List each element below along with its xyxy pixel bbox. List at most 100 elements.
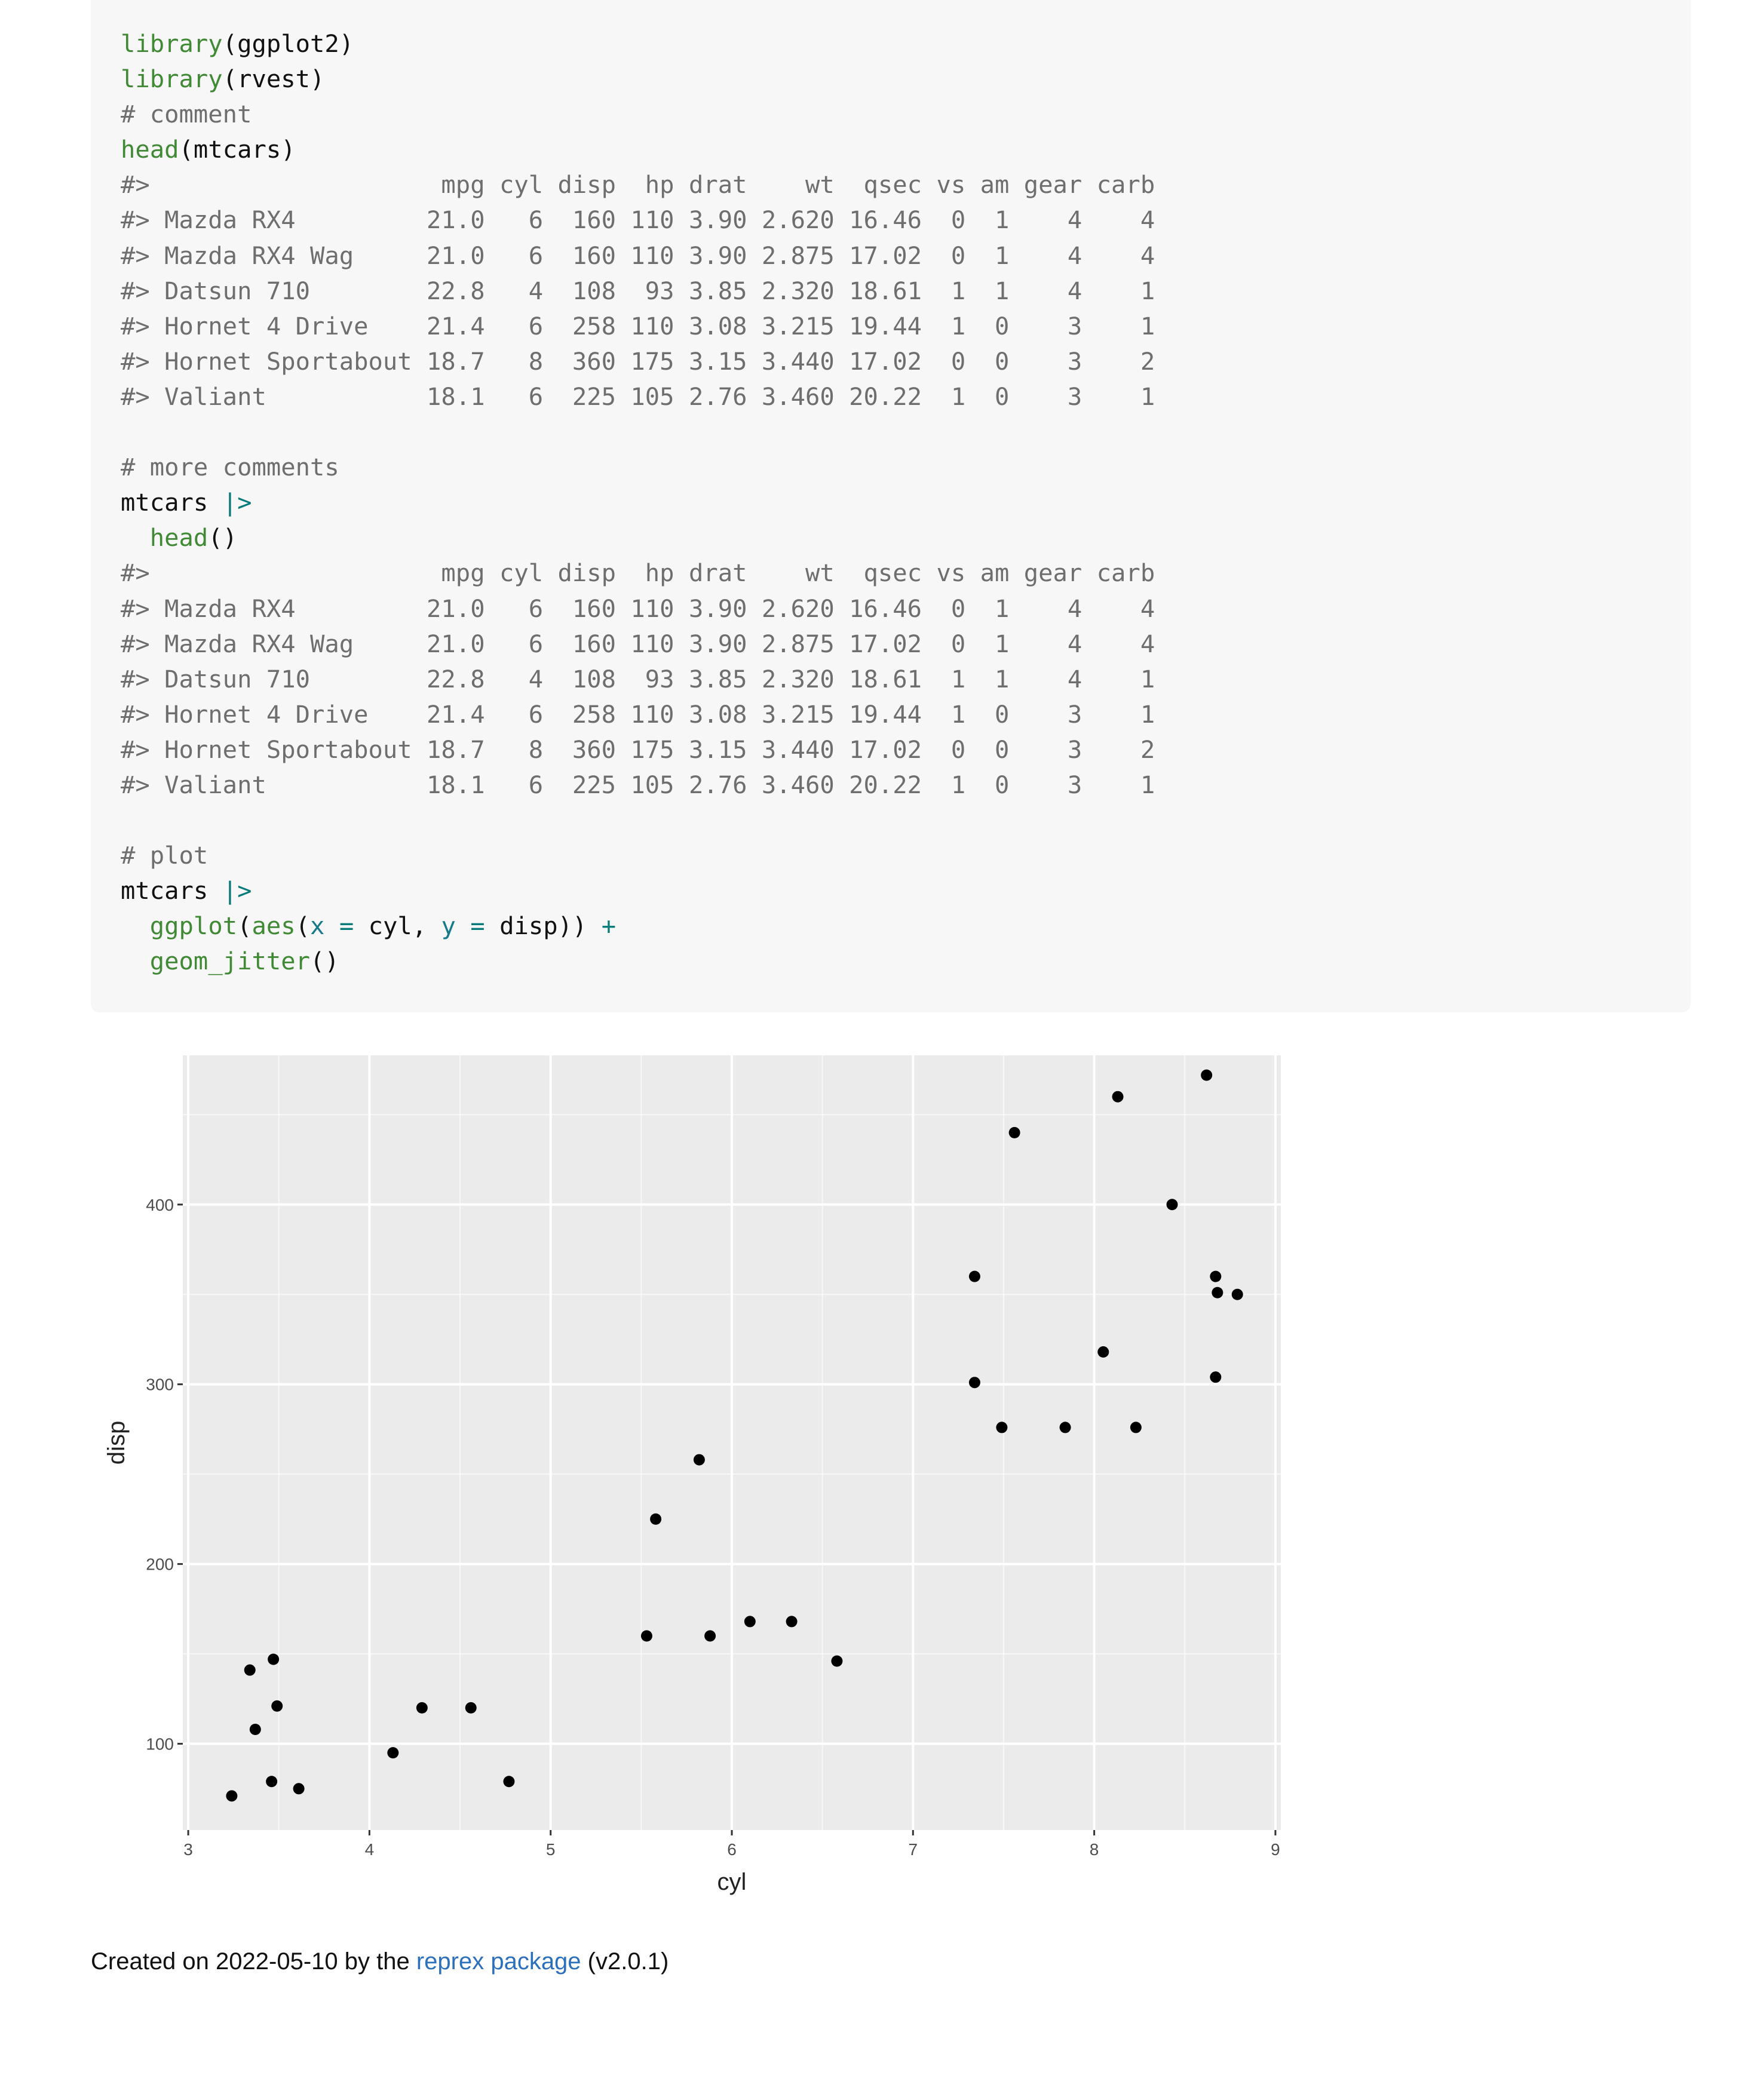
code-token: head xyxy=(121,135,179,164)
code-token: mtcars xyxy=(121,876,223,905)
data-point xyxy=(249,1723,261,1735)
data-point xyxy=(244,1664,256,1676)
scatter-plot: 3 4 5 6 7 8 9 100 200 300 400 cyl disp xyxy=(103,1055,1281,1895)
code-line: #> Valiant 18.1 6 225 105 2.76 3.460 20.… xyxy=(121,770,1155,799)
code-token: ( xyxy=(237,911,252,941)
code-token: + xyxy=(601,911,617,941)
code-line: #> Mazda RX4 21.0 6 160 110 3.90 2.620 1… xyxy=(121,205,1155,234)
data-point xyxy=(744,1616,756,1628)
code-line: mtcars |> xyxy=(121,876,252,905)
code-token: # plot xyxy=(121,841,208,870)
x-tick-label: 3 xyxy=(183,1840,193,1859)
code-line: #> mpg cyl disp hp drat wt qsec vs am ge… xyxy=(121,170,1155,199)
data-point xyxy=(1210,1270,1222,1282)
data-point xyxy=(640,1630,652,1642)
code-token: library xyxy=(121,65,223,94)
data-point xyxy=(1112,1091,1124,1103)
y-tick-label: 200 xyxy=(146,1555,174,1574)
x-tick-label: 4 xyxy=(365,1840,375,1859)
data-point xyxy=(786,1616,798,1628)
code-line: #> Datsun 710 22.8 4 108 93 3.85 2.320 1… xyxy=(121,665,1155,693)
code-token: x xyxy=(310,911,325,941)
code-line: #> Hornet 4 Drive 21.4 6 258 110 3.08 3.… xyxy=(121,700,1155,729)
code-token: #> Hornet Sportabout 18.7 8 360 175 3.15… xyxy=(121,346,1155,376)
data-point xyxy=(1097,1346,1109,1358)
code-line: geom_jitter() xyxy=(121,947,339,975)
x-tick-label: 9 xyxy=(1271,1840,1280,1859)
data-point xyxy=(968,1270,980,1282)
code-token: #> Datsun 710 22.8 4 108 93 3.85 2.320 1… xyxy=(121,276,1155,305)
code-token: aes xyxy=(252,911,296,941)
code-text: library(ggplot2) library(rvest) # commen… xyxy=(121,26,1155,980)
code-token: #> Mazda RX4 Wag 21.0 6 160 110 3.90 2.8… xyxy=(121,629,1155,658)
code-line: #> Mazda RX4 21.0 6 160 110 3.90 2.620 1… xyxy=(121,594,1155,623)
y-axis-title: disp xyxy=(103,1421,130,1465)
code-token: geom_jitter xyxy=(149,947,310,976)
code-token: cyl, xyxy=(354,911,441,941)
code-token: head xyxy=(149,523,208,552)
code-line: #> Datsun 710 22.8 4 108 93 3.85 2.320 1… xyxy=(121,277,1155,305)
data-point xyxy=(268,1653,280,1665)
code-token: #> Mazda RX4 21.0 6 160 110 3.90 2.620 1… xyxy=(121,205,1155,235)
code-token: #> Mazda RX4 21.0 6 160 110 3.90 2.620 1… xyxy=(121,594,1155,623)
code-line: #> Hornet Sportabout 18.7 8 360 175 3.15… xyxy=(121,347,1155,376)
code-token: # more comments xyxy=(121,453,339,482)
code-token: (mtcars) xyxy=(179,135,296,164)
code-token: #> Datsun 710 22.8 4 108 93 3.85 2.320 1… xyxy=(121,664,1155,693)
code-token: = xyxy=(470,911,485,941)
data-point xyxy=(1059,1422,1071,1433)
data-point xyxy=(1201,1069,1213,1081)
y-tick-label: 100 xyxy=(146,1735,174,1754)
code-token: y xyxy=(441,911,456,941)
code-line: # plot xyxy=(121,841,208,870)
code-token: ( xyxy=(295,911,311,941)
footer: Created on 2022-05-10 by the reprex pack… xyxy=(91,1948,668,1975)
code-token: #> Valiant 18.1 6 225 105 2.76 3.460 20.… xyxy=(121,382,1155,411)
code-token: #> Hornet 4 Drive 21.4 6 258 110 3.08 3.… xyxy=(121,311,1155,340)
data-point xyxy=(416,1702,428,1714)
code-token: |> xyxy=(222,488,252,517)
data-points xyxy=(226,1069,1243,1802)
data-point xyxy=(650,1513,662,1525)
data-point xyxy=(1231,1288,1243,1300)
code-line: # more comments xyxy=(121,453,339,481)
code-token: ggplot xyxy=(149,911,238,941)
y-tick-label: 300 xyxy=(146,1376,174,1394)
data-point xyxy=(704,1630,716,1642)
code-line: #> Hornet 4 Drive 21.4 6 258 110 3.08 3.… xyxy=(121,312,1155,340)
code-token: # comment xyxy=(121,100,252,129)
axis-tick-labels: 3 4 5 6 7 8 9 100 200 300 400 xyxy=(146,1196,1280,1859)
x-tick-label: 5 xyxy=(546,1840,556,1859)
data-point xyxy=(996,1422,1008,1433)
code-line: library(ggplot2) xyxy=(121,29,354,58)
code-line: #> Hornet Sportabout 18.7 8 360 175 3.15… xyxy=(121,735,1155,764)
code-block: library(ggplot2) library(rvest) # commen… xyxy=(91,0,1691,1012)
data-point xyxy=(465,1702,477,1714)
code-line: library(rvest) xyxy=(121,65,324,93)
reprex-package-link[interactable]: reprex package xyxy=(416,1948,581,1975)
code-line: #> Mazda RX4 Wag 21.0 6 160 110 3.90 2.8… xyxy=(121,630,1155,658)
code-token: #> Hornet 4 Drive 21.4 6 258 110 3.08 3.… xyxy=(121,699,1155,729)
code-line: #> Valiant 18.1 6 225 105 2.76 3.460 20.… xyxy=(121,382,1155,411)
code-token: (rvest) xyxy=(222,65,325,94)
axis-ticks xyxy=(177,1203,1277,1835)
data-point xyxy=(387,1747,399,1759)
code-token: |> xyxy=(222,876,252,905)
footer-suffix: (v2.0.1) xyxy=(581,1948,669,1975)
data-point xyxy=(1130,1422,1142,1433)
code-token: () xyxy=(310,947,339,976)
data-point xyxy=(271,1700,283,1712)
y-tick-label: 400 xyxy=(146,1196,174,1214)
x-tick-label: 8 xyxy=(1090,1840,1099,1859)
code-line: #> Mazda RX4 Wag 21.0 6 160 110 3.90 2.8… xyxy=(121,241,1155,270)
code-line: head() xyxy=(121,523,237,552)
data-point xyxy=(1210,1371,1222,1383)
code-token: #> Hornet Sportabout 18.7 8 360 175 3.15… xyxy=(121,735,1155,764)
code-token: disp)) xyxy=(484,911,602,941)
data-point xyxy=(1166,1199,1178,1211)
data-point xyxy=(266,1776,278,1788)
data-point xyxy=(693,1454,705,1466)
data-point xyxy=(968,1377,980,1389)
data-point xyxy=(226,1790,238,1802)
code-token: #> mpg cyl disp hp drat wt qsec vs am ge… xyxy=(121,558,1155,588)
